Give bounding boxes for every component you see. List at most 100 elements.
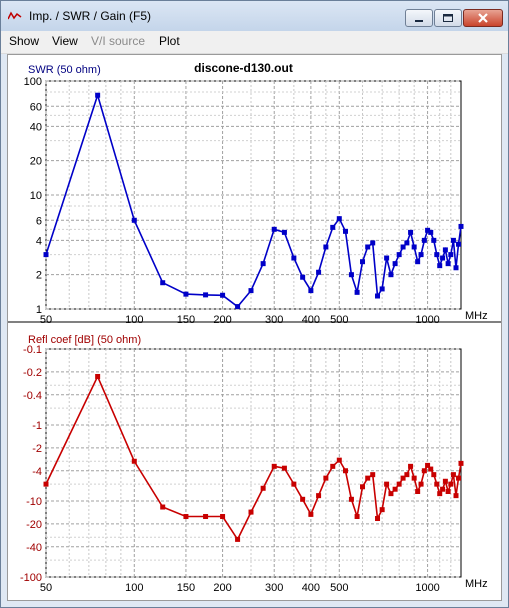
data-point	[330, 463, 336, 469]
data-point	[448, 481, 454, 487]
y-tick-label: -20	[26, 519, 42, 531]
x-tick-label: 150	[177, 314, 195, 326]
data-point	[235, 304, 241, 310]
y-tick-label: 1	[36, 304, 42, 316]
x-tick-label: 300	[265, 582, 283, 594]
data-point	[360, 484, 366, 490]
data-point	[458, 223, 464, 229]
x-tick-label: 300	[265, 314, 283, 326]
x-axis-unit: MHz	[465, 578, 488, 590]
x-tick-label: 50	[40, 314, 52, 326]
data-point	[431, 472, 437, 478]
data-point	[203, 292, 209, 298]
data-point	[43, 252, 49, 258]
data-point	[300, 496, 306, 502]
data-point	[336, 457, 342, 463]
menu-view[interactable]: View	[52, 34, 78, 48]
data-point	[408, 463, 414, 469]
data-point	[425, 462, 431, 468]
x-tick-label: 200	[213, 582, 231, 594]
data-point	[456, 475, 462, 481]
data-point	[388, 272, 394, 278]
x-tick-label: 50	[40, 582, 52, 594]
menu-vi-source: V/I source	[91, 34, 146, 48]
data-point	[408, 229, 414, 235]
menu-bar: Show View V/I source Plot	[1, 31, 508, 54]
x-tick-label: 1000	[415, 582, 439, 594]
data-point	[203, 514, 209, 520]
data-point	[396, 481, 402, 487]
data-point	[95, 92, 101, 98]
data-point	[43, 481, 49, 487]
x-tick-label: 500	[330, 314, 348, 326]
menu-plot[interactable]: Plot	[159, 34, 180, 48]
maximize-button[interactable]	[434, 9, 462, 27]
x-tick-label: 100	[125, 582, 143, 594]
data-point	[421, 237, 427, 243]
y-tick-label: -0.1	[23, 344, 42, 356]
menu-show[interactable]: Show	[9, 34, 40, 48]
close-button[interactable]	[463, 9, 503, 27]
x-tick-label: 400	[302, 582, 320, 594]
data-point	[291, 481, 297, 487]
data-point	[440, 486, 446, 492]
data-point	[271, 226, 277, 232]
data-point	[431, 237, 437, 243]
x-tick-label: 200	[213, 314, 231, 326]
data-point	[281, 465, 287, 471]
x-tick-label: 100	[125, 314, 143, 326]
data-point	[379, 286, 385, 292]
data-point	[248, 509, 254, 515]
minimize-button[interactable]	[405, 9, 433, 27]
y-axis-label: SWR (50 ohm)	[28, 64, 101, 76]
data-point	[448, 252, 454, 258]
data-point	[131, 458, 137, 464]
data-point	[415, 259, 421, 265]
data-point	[450, 472, 456, 478]
minimize-icon	[415, 20, 423, 22]
chart-title: discone-d130.out	[194, 61, 293, 75]
title-bar[interactable]: Imp. / SWR / Gain (F5)	[1, 1, 508, 31]
data-point	[392, 486, 398, 492]
data-point	[220, 292, 226, 298]
data-point	[260, 485, 266, 491]
data-point	[434, 252, 440, 258]
data-point	[396, 252, 402, 258]
y-axis-label: Refl coef [dB] (50 ohm)	[28, 334, 141, 346]
data-point	[316, 493, 322, 499]
data-point	[437, 491, 443, 497]
data-point	[131, 217, 137, 223]
y-tick-label: 20	[30, 156, 42, 168]
data-point	[388, 491, 394, 497]
data-point	[425, 227, 431, 233]
y-tick-label: 10	[30, 190, 42, 202]
y-tick-label: 40	[30, 121, 42, 133]
data-point	[300, 274, 306, 280]
data-point	[445, 261, 451, 267]
data-point	[445, 489, 451, 495]
data-point	[95, 373, 101, 379]
data-point	[434, 481, 440, 487]
data-point	[392, 261, 398, 267]
x-tick-label: 1000	[415, 314, 439, 326]
close-icon	[478, 13, 488, 23]
data-point	[271, 463, 277, 469]
data-point	[354, 514, 360, 520]
x-axis-unit: MHz	[465, 310, 488, 322]
y-tick-label: 60	[30, 101, 42, 113]
data-point	[418, 252, 424, 258]
plot-area: 100 60 40 20 10 6 4 2 1 50 100 150 200 300 400 500 1000 M…	[7, 54, 502, 601]
data-point	[260, 261, 266, 267]
y-tick-label: -0.4	[23, 390, 42, 402]
x-tick-label: 150	[177, 582, 195, 594]
data-point	[421, 468, 427, 474]
data-point	[323, 475, 329, 481]
y-tick-label: 2	[36, 270, 42, 282]
data-point	[316, 269, 322, 275]
data-point	[370, 240, 376, 246]
y-tick-label: 4	[36, 235, 42, 247]
data-point	[281, 229, 287, 235]
data-point	[437, 263, 443, 269]
